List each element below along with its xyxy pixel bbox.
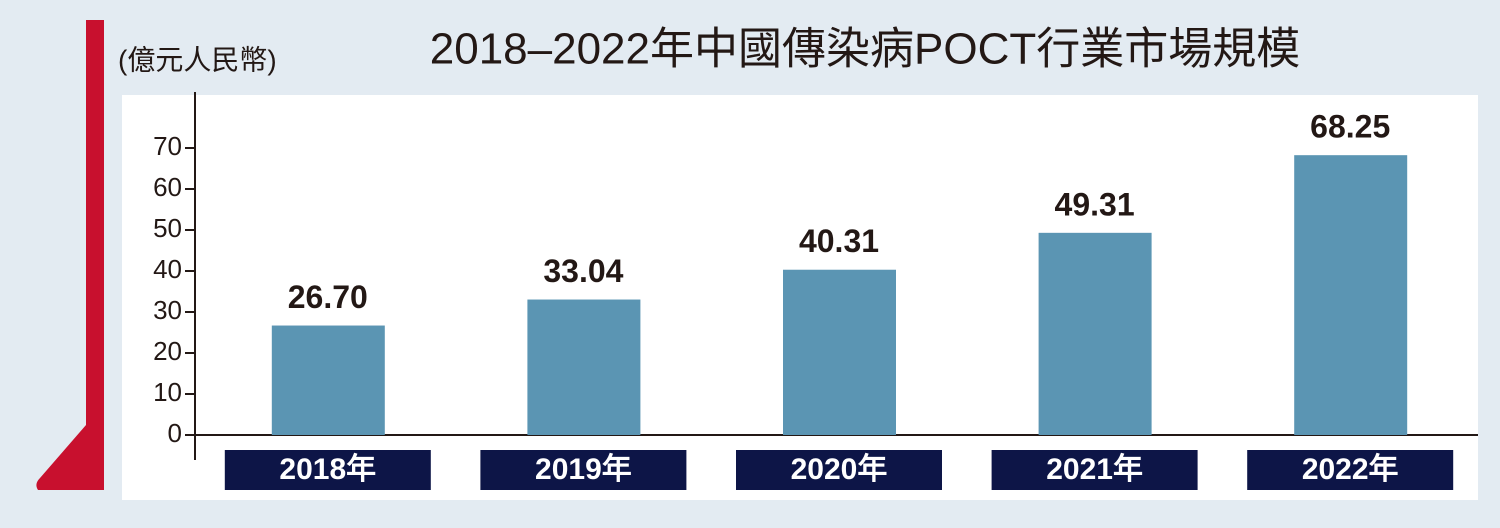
accent-bar [86,20,104,490]
y-tick-label: 0 [168,418,182,448]
x-tick-label: 2022年 [1302,453,1399,486]
x-tick-label: 2020年 [791,453,888,486]
bar [783,269,896,435]
y-tick-label: 70 [153,131,182,161]
x-tick-label: 2018年 [279,453,376,486]
category-box [1247,450,1454,490]
accent-foot [36,425,86,490]
y-tick-label: 20 [153,336,182,366]
bar [271,325,385,435]
value-label: 33.04 [543,253,623,289]
y-tick-label: 40 [153,254,182,284]
bar [527,299,641,435]
x-tick-label: 2021年 [1046,453,1143,486]
category-box [991,450,1198,490]
y-tick-label: 10 [153,377,182,407]
category-box [736,450,942,490]
category-box [224,450,431,490]
bar [1038,232,1152,435]
value-label: 40.31 [799,223,879,259]
unit-label: (億元人民幣) [118,44,277,75]
x-tick-label: 2019年 [535,453,632,486]
category-box [480,450,687,490]
bar [1294,155,1408,436]
chart-title: 2018–2022年中國傳染病POCT行業市場規模 [430,25,1300,74]
value-label: 26.70 [288,279,368,315]
y-tick-label: 30 [153,295,182,325]
value-label: 68.25 [1310,109,1390,145]
y-tick-label: 50 [153,213,182,243]
y-tick-label: 60 [153,172,182,202]
value-label: 49.31 [1055,186,1135,222]
